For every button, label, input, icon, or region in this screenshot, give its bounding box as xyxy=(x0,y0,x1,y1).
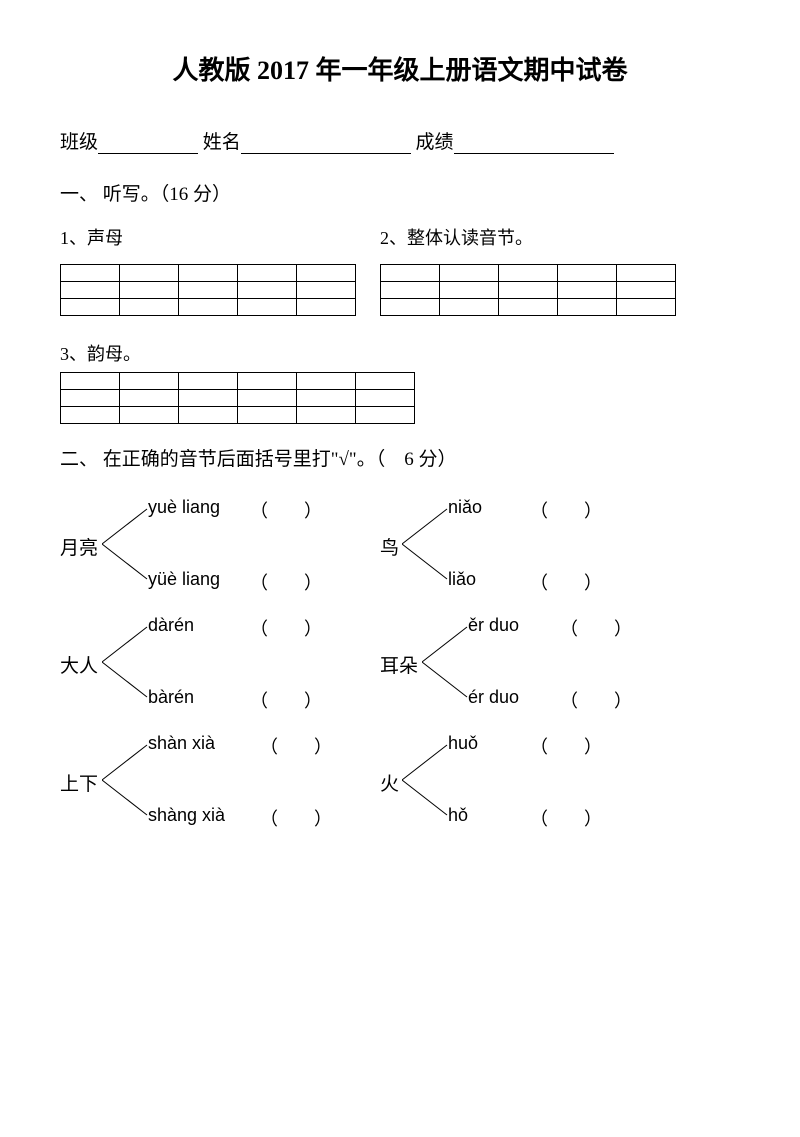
branch-icon xyxy=(102,743,152,822)
pinyin-option-bottom: yüè liang xyxy=(148,569,220,590)
pinyin-choice-item: 月亮 yuè liang yüè liang （ ） （ ） xyxy=(60,489,380,599)
pinyin-option-bottom: liǎo xyxy=(448,569,476,590)
word-label: 大人 xyxy=(60,651,98,678)
pinyin-option-bottom: shàng xià xyxy=(148,805,225,826)
answer-paren-top[interactable]: （ ） xyxy=(260,733,332,759)
answer-paren-top[interactable]: （ ） xyxy=(530,497,602,523)
answer-paren-bottom[interactable]: （ ） xyxy=(250,569,322,595)
info-line: 班级 姓名 成绩 xyxy=(60,127,740,154)
answer-paren-bottom[interactable]: （ ） xyxy=(560,687,632,713)
answer-paren-bottom[interactable]: （ ） xyxy=(530,569,602,595)
branch-icon xyxy=(102,507,152,586)
grid1-container xyxy=(60,258,380,332)
writing-grid[interactable] xyxy=(60,264,356,316)
score-label: 成绩 xyxy=(416,132,454,153)
class-blank[interactable] xyxy=(98,135,198,154)
score-blank[interactable] xyxy=(454,135,614,154)
branch-icon xyxy=(402,507,452,586)
sub3-label: 3、韵母。 xyxy=(60,340,740,366)
pinyin-choice-item: 火 huǒ hǒ （ ） （ ） xyxy=(380,725,700,835)
writing-grid[interactable] xyxy=(380,264,676,316)
writing-grid[interactable] xyxy=(60,372,415,424)
pinyin-choice-item: 大人 dàrén bàrén （ ） （ ） xyxy=(60,607,380,717)
pinyin-option-top: yuè liang xyxy=(148,497,220,518)
branch-icon xyxy=(422,625,472,704)
section1-heading: 一、 听写。（16 分） xyxy=(60,179,740,206)
pinyin-option-top: ěr duo xyxy=(468,615,519,636)
branch-icon xyxy=(102,625,152,704)
pinyin-choice-item: 上下 shàn xià shàng xià （ ） （ ） xyxy=(60,725,380,835)
answer-paren-top[interactable]: （ ） xyxy=(250,497,322,523)
pinyin-choice-item: 耳朵 ěr duo ér duo （ ） （ ） xyxy=(380,607,700,717)
answer-paren-bottom[interactable]: （ ） xyxy=(250,687,322,713)
word-label: 上下 xyxy=(60,769,98,796)
answer-paren-bottom[interactable]: （ ） xyxy=(530,805,602,831)
pinyin-option-top: niǎo xyxy=(448,497,482,518)
sub1-label: 1、声母 xyxy=(60,224,380,250)
answer-paren-top[interactable]: （ ） xyxy=(250,615,322,641)
pinyin-option-top: huǒ xyxy=(448,733,478,754)
answer-paren-bottom[interactable]: （ ） xyxy=(260,805,332,831)
word-label: 火 xyxy=(380,769,399,796)
word-label: 月亮 xyxy=(60,533,98,560)
branch-icon xyxy=(402,743,452,822)
section2-heading: 二、 在正确的音节后面括号里打"√"。（ 6 分） xyxy=(60,444,740,471)
name-blank[interactable] xyxy=(241,135,411,154)
word-label: 鸟 xyxy=(380,533,399,560)
sub2-label: 2、整体认读音节。 xyxy=(380,224,740,250)
answer-paren-top[interactable]: （ ） xyxy=(530,733,602,759)
pinyin-option-top: shàn xià xyxy=(148,733,215,754)
pinyin-option-bottom: ér duo xyxy=(468,687,519,708)
question2-container: 月亮 yuè liang yüè liang （ ） （ ） 鸟 niǎo liǎo （ ） （ … xyxy=(60,489,740,843)
page-title: 人教版 2017 年一年级上册语文期中试卷 xyxy=(60,50,740,87)
pinyin-option-bottom: bàrén xyxy=(148,687,194,708)
pinyin-option-top: dàrén xyxy=(148,615,194,636)
grid3-container xyxy=(60,372,740,424)
class-label: 班级 xyxy=(60,132,98,153)
grid2-container xyxy=(380,258,740,332)
answer-paren-top[interactable]: （ ） xyxy=(560,615,632,641)
name-label: 姓名 xyxy=(203,132,241,153)
pinyin-option-bottom: hǒ xyxy=(448,805,468,826)
word-label: 耳朵 xyxy=(380,651,418,678)
pinyin-choice-item: 鸟 niǎo liǎo （ ） （ ） xyxy=(380,489,700,599)
